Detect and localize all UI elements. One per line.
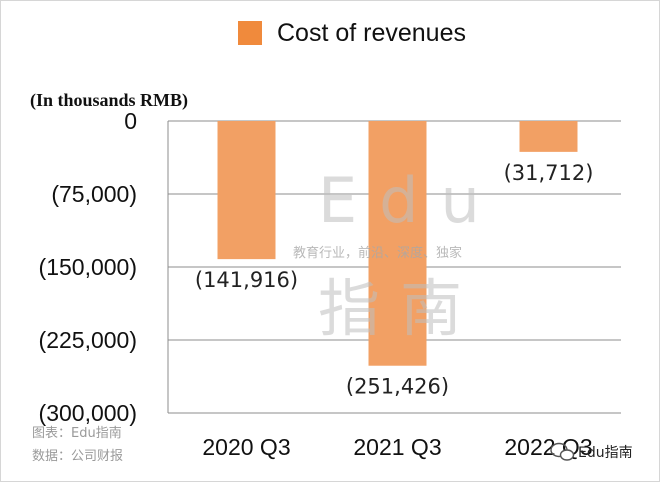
data-labels: (141,916) (251,426) (31,712) (195, 161, 594, 399)
y-tick-label: (225,000) (39, 327, 137, 353)
brand-name: Edu指南 (578, 445, 633, 461)
legend-swatch (238, 21, 262, 45)
y-tick-labels: 0 (75,000) (150,000) (225,000) (300,000) (39, 108, 137, 426)
y-axis-unit-label: (In thousands RMB) (30, 90, 188, 111)
legend-label: Cost of revenues (277, 19, 466, 47)
y-tick-label: 0 (124, 108, 137, 134)
x-category-label: 2021 Q3 (353, 434, 441, 460)
watermark-chinese: 指南 (318, 272, 482, 345)
data-label: (141,916) (195, 268, 298, 292)
bar (519, 121, 578, 152)
x-category-label: 2022 Q3 (504, 434, 592, 460)
chart-credit: 图表：Edu指南 (32, 425, 122, 441)
brand-badge: Edu指南 (550, 442, 633, 461)
data-source: 数据：公司财报 (32, 449, 123, 464)
bar (368, 121, 427, 366)
data-label: (31,712) (504, 161, 594, 185)
bars (217, 121, 578, 366)
watermark-latin: Edu (318, 164, 502, 237)
data-label: (251,426) (346, 375, 449, 399)
wechat-icon (550, 442, 575, 461)
watermark: Edu 教育行业，前沿、深度、独家 指南 (293, 164, 502, 345)
y-tick-label: (75,000) (51, 181, 137, 207)
legend: Cost of revenues (238, 19, 466, 47)
x-category-labels: 2020 Q3 2021 Q3 2022 Q3 (202, 434, 592, 460)
bar (217, 121, 276, 260)
y-tick-label: (150,000) (39, 254, 137, 280)
y-tick-label: (300,000) (39, 400, 137, 426)
watermark-tagline: 教育行业，前沿、深度、独家 (293, 245, 462, 261)
x-category-label: 2020 Q3 (202, 434, 290, 460)
